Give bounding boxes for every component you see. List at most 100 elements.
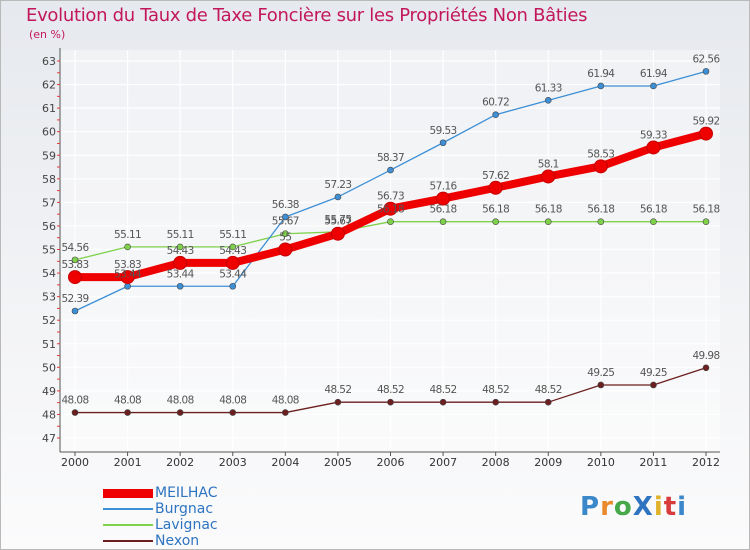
legend-item-meilhac: MEILHAC: [103, 485, 303, 501]
data-label-nexon: 48.52: [430, 384, 457, 396]
data-point-burgnac: [71, 307, 79, 315]
data-point-meilhac: [699, 126, 713, 141]
data-point-burgnac: [124, 282, 131, 290]
data-point-nexon: [650, 381, 657, 389]
data-label-burgnac: 61.94: [587, 68, 615, 80]
data-label-nexon: 48.08: [219, 395, 246, 407]
legend-swatch: [103, 540, 153, 542]
y-tick-label: 62: [42, 79, 56, 92]
y-tick-label: 57: [42, 196, 56, 209]
data-label-lavignac: 56.18: [535, 204, 562, 216]
data-point-nexon: [702, 364, 710, 372]
data-label-lavignac: 56.18: [430, 204, 457, 216]
data-point-meilhac: [225, 255, 240, 270]
data-label-nexon: 48.08: [114, 395, 141, 407]
data-label-nexon: 49.25: [587, 367, 614, 379]
data-point-lavignac: [282, 230, 289, 238]
data-point-nexon: [282, 409, 289, 416]
x-tick-label: 2000: [61, 456, 89, 469]
data-label-lavignac: 56.18: [587, 204, 614, 216]
y-tick-label: 50: [42, 361, 56, 374]
legend-label: Lavignac: [155, 517, 218, 533]
legend-label: Nexon: [155, 533, 200, 549]
data-point-burgnac: [334, 193, 342, 201]
data-point-nexon: [439, 398, 447, 406]
data-point-nexon: [597, 381, 605, 389]
data-label-lavignac: 56.18: [377, 204, 404, 216]
data-point-lavignac: [229, 243, 237, 251]
y-tick-label: 59: [42, 149, 56, 162]
x-tick-label: 2012: [692, 456, 720, 469]
y-tick-label: 55: [42, 244, 56, 257]
data-point-meilhac: [120, 270, 135, 285]
x-tick-label: 2010: [587, 456, 615, 469]
y-tick-label: 56: [42, 220, 56, 233]
chart-title: Evolution du Taux de Taxe Foncière sur l…: [26, 5, 588, 26]
data-label-meilhac: 54.43: [219, 245, 246, 257]
data-point-lavignac: [124, 243, 131, 251]
data-label-nexon: 49.25: [640, 367, 667, 379]
data-label-burgnac: 53.44: [114, 268, 142, 280]
data-label-lavignac: 55.67: [272, 216, 299, 228]
data-label-meilhac: 55: [279, 232, 291, 244]
data-label-burgnac: 58.37: [377, 152, 404, 164]
x-tick-label: 2009: [534, 456, 562, 469]
legend-item-nexon: Nexon: [103, 533, 303, 549]
data-label-meilhac: 54.43: [167, 245, 194, 257]
data-point-nexon: [387, 398, 394, 406]
data-point-nexon: [176, 409, 184, 416]
data-label-nexon: 48.08: [272, 395, 299, 407]
data-point-meilhac: [383, 201, 398, 216]
data-label-lavignac: 56.18: [692, 204, 719, 216]
y-tick-label: 52: [42, 314, 56, 327]
data-point-meilhac: [278, 242, 293, 257]
data-label-lavignac: 54.56: [61, 242, 89, 254]
data-label-meilhac: 56.73: [377, 191, 404, 203]
data-point-meilhac: [488, 180, 503, 195]
data-point-nexon: [229, 409, 237, 416]
unit-label: (en %): [29, 28, 66, 41]
data-label-lavignac: 55.11: [219, 229, 246, 241]
data-point-burgnac: [650, 82, 657, 90]
data-label-nexon: 49.98: [692, 350, 719, 362]
y-tick-label: 61: [42, 102, 56, 115]
data-point-lavignac: [492, 218, 499, 225]
data-label-meilhac: 59.33: [640, 129, 667, 141]
y-tick-label: 48: [42, 408, 56, 421]
y-tick-label: 49: [42, 385, 56, 398]
x-tick-label: 2005: [324, 456, 352, 469]
data-point-meilhac: [68, 270, 82, 285]
legend-item-burgnac: Burgnac: [103, 501, 303, 517]
data-point-lavignac: [439, 218, 447, 225]
data-label-meilhac: 58.53: [587, 148, 614, 160]
x-tick-label: 2007: [429, 456, 457, 469]
data-label-lavignac: 55.11: [167, 229, 194, 241]
data-label-burgnac: 62.56: [692, 53, 720, 65]
data-label-burgnac: 61.33: [535, 82, 562, 94]
data-label-burgnac: 56.38: [272, 199, 299, 211]
proxiti-logo: ProXiti: [580, 492, 688, 522]
data-point-lavignac: [71, 256, 79, 264]
data-label-meilhac: 57.16: [430, 181, 458, 193]
data-label-burgnac: 57.23: [324, 179, 351, 191]
data-label-nexon: 48.52: [377, 384, 404, 396]
data-point-lavignac: [176, 243, 184, 251]
data-point-meilhac: [173, 255, 188, 270]
data-point-burgnac: [702, 68, 710, 75]
data-label-lavignac: 55.75: [324, 214, 351, 226]
data-point-meilhac: [646, 140, 661, 155]
data-label-lavignac: 56.18: [482, 204, 509, 216]
data-label-burgnac: 53.44: [219, 268, 247, 280]
data-label-nexon: 48.52: [535, 384, 562, 396]
data-point-burgnac: [229, 282, 237, 290]
data-point-burgnac: [282, 213, 289, 221]
data-label-burgnac: 61.94: [640, 68, 668, 80]
data-label-nexon: 48.52: [482, 384, 509, 396]
y-tick-label: 51: [42, 338, 56, 351]
y-tick-label: 58: [42, 173, 56, 186]
data-point-nexon: [492, 398, 499, 406]
legend-swatch: [103, 524, 153, 526]
data-label-burgnac: 59.53: [430, 125, 457, 137]
data-label-burgnac: 60.72: [482, 97, 509, 109]
x-tick-label: 2008: [482, 456, 510, 469]
